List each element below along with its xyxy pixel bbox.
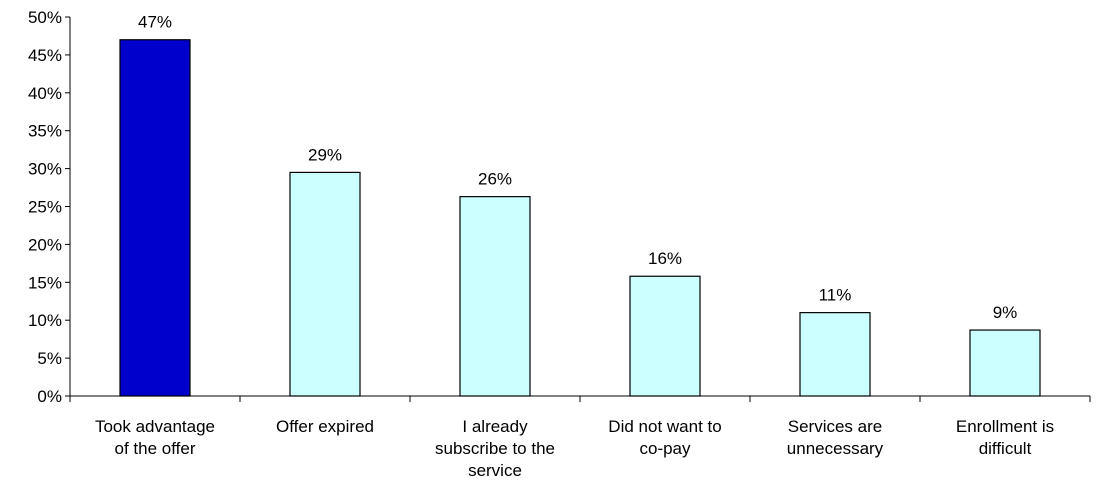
data-label: 26% [478, 170, 512, 189]
x-category-label-line: Did not want to [608, 417, 721, 436]
x-category-label: I already subscribe to the service [435, 417, 555, 480]
x-category-label: Did not want to co-pay [608, 417, 721, 458]
y-tick-label: 40% [28, 84, 62, 103]
x-category-label: Services are unnecessary [787, 417, 884, 458]
data-label: 16% [648, 249, 682, 268]
y-axis-ticks: 0% 5% 10% 15% 20% 25% 30% 35% 40% 45% 50% [28, 8, 1091, 406]
x-category-label-line: of the offer [115, 439, 196, 458]
bar [969, 329, 1041, 397]
x-category-label: Offer expired [276, 417, 374, 436]
y-tick-label: 20% [28, 235, 62, 254]
x-category-label-line: unnecessary [787, 439, 884, 458]
y-tick-label: 50% [28, 8, 62, 27]
y-tick-label: 45% [28, 46, 62, 65]
y-tick-label: 35% [28, 122, 62, 141]
bar [799, 312, 871, 397]
data-label: 29% [308, 145, 342, 164]
y-tick-label: 15% [28, 273, 62, 292]
data-labels: 47% 29% 26% 16% 11% 9% [138, 13, 1017, 322]
bars [119, 39, 1041, 397]
x-category-label-line: Services are [788, 417, 882, 436]
x-category-label-line: Enrollment is [956, 417, 1054, 436]
x-category-label-line: subscribe to the [435, 439, 555, 458]
bar [289, 171, 361, 397]
data-label: 47% [138, 13, 172, 32]
x-category-label: Enrollment is difficult [956, 417, 1054, 458]
x-category-label-line: I already [462, 417, 528, 436]
y-tick-label: 10% [28, 311, 62, 330]
bar [629, 275, 701, 397]
y-tick-label: 30% [28, 160, 62, 179]
x-category-label-line: co-pay [639, 439, 691, 458]
bar [459, 196, 531, 397]
y-tick-label: 25% [28, 198, 62, 217]
x-category-label-line: Offer expired [276, 417, 374, 436]
data-label: 9% [993, 303, 1018, 322]
y-tick-label: 0% [37, 387, 62, 406]
x-category-label-line: Took advantage [95, 417, 215, 436]
x-category-label-line: service [468, 461, 522, 480]
x-category-label: Took advantage of the offer [95, 417, 215, 458]
y-tick-label: 5% [37, 349, 62, 368]
x-axis-labels: Took advantage of the offer Offer expired I… [95, 417, 1054, 480]
bar [119, 39, 191, 397]
data-label: 11% [819, 286, 852, 305]
x-category-label-line: difficult [979, 439, 1032, 458]
